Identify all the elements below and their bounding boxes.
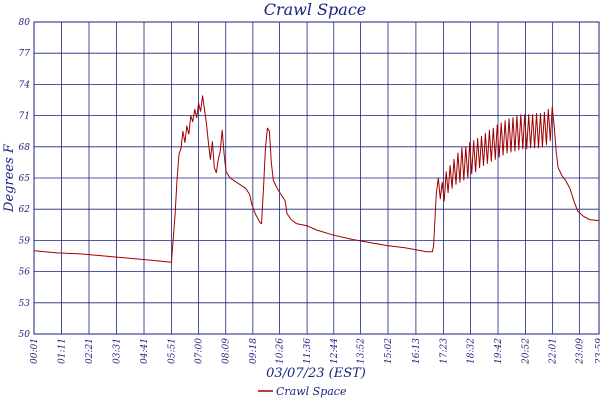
y-tick-label: 68: [19, 143, 31, 153]
x-tick-label: 22:01: [549, 338, 559, 365]
x-tick-label: 05:51: [168, 338, 178, 364]
x-axis-label: 03/07/23 (EST): [266, 366, 366, 381]
x-tick-label: 08:09: [222, 338, 232, 364]
x-tick-label: 03:31: [113, 338, 123, 364]
x-tick-label: 13:52: [357, 338, 367, 364]
x-tick-label: 19:42: [494, 338, 504, 364]
x-tick-label: 04:41: [140, 338, 150, 364]
x-tick-label: 15:02: [384, 338, 394, 364]
chart-title: Crawl Space: [264, 0, 367, 19]
series-line-crawl-space: [33, 95, 600, 263]
x-tick-label: 07:00: [195, 338, 205, 364]
x-tick-label: 10:26: [276, 338, 286, 364]
y-axis-label: Degrees F: [2, 143, 17, 213]
x-tick-label: 23:09: [575, 338, 585, 365]
x-tick-label: 01:11: [58, 338, 68, 364]
y-tick-label: 77: [19, 49, 31, 59]
x-tick-label: 09:18: [249, 338, 259, 364]
x-tick-label: 18:32: [467, 338, 477, 364]
y-tick-labels: 50 53 56 59 62 65 68 71 74 77 80: [19, 18, 31, 340]
legend: Crawl Space: [258, 385, 347, 398]
x-tick-label: 23:59: [595, 338, 600, 365]
x-tick-label: 00:01: [30, 338, 40, 364]
legend-entry-crawl-space: Crawl Space: [276, 385, 347, 398]
x-tick-label: 11:36: [303, 338, 313, 364]
y-tick-label: 59: [19, 236, 31, 246]
x-tick-label: 02:21: [85, 338, 95, 364]
y-tick-label: 80: [19, 18, 31, 28]
y-tick-label: 71: [19, 112, 30, 122]
x-tick-labels: 00:01 01:11 02:21 03:31 04:41 05:51 07:00 08:09…: [30, 338, 600, 365]
y-tick-label: 53: [19, 299, 31, 309]
y-tick-label: 65: [19, 174, 31, 184]
x-tick-label: 12:44: [330, 338, 340, 364]
y-tick-label: 56: [19, 268, 31, 278]
series-layer: [33, 95, 600, 263]
y-tick-label: 74: [19, 80, 31, 90]
x-tick-label: 20:52: [522, 338, 532, 365]
y-tick-label: 50: [19, 330, 31, 340]
y-tick-label: 62: [19, 205, 31, 215]
grid-lines: [33, 21, 600, 335]
x-tick-label: 17:23: [439, 338, 449, 364]
x-tick-label: 16:13: [412, 338, 422, 364]
